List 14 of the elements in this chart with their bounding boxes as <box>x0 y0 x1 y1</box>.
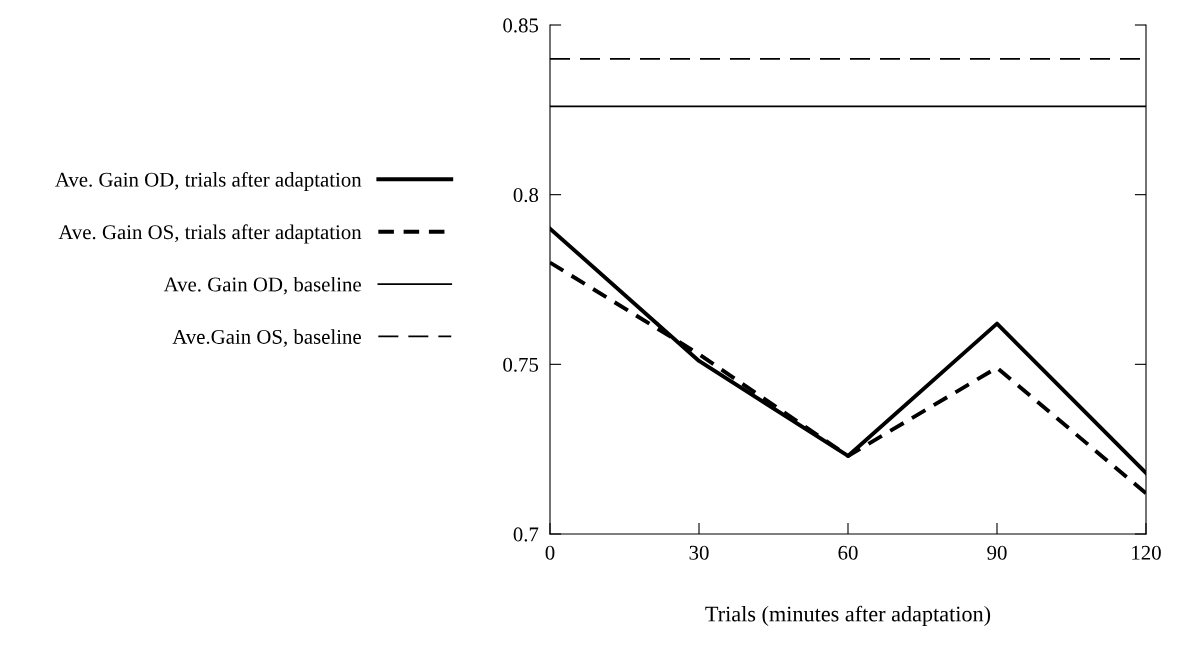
legend-label: Ave. Gain OS, trials after adaptation <box>58 224 362 244</box>
legend-label: Ave.Gain OS, baseline <box>172 329 361 347</box>
x-tick-label: 60 <box>838 545 858 560</box>
x-tick-label: 30 <box>689 545 709 560</box>
legend-label: Ave. Gain OD, trials after adaptation <box>55 171 362 191</box>
x-axis-title: Trials (minutes after adaptation) <box>705 605 991 627</box>
legend-label: Ave. Gain OD, baseline <box>163 276 361 295</box>
x-tick-label: 120 <box>1132 545 1161 560</box>
x-tick-label: 90 <box>987 545 1007 560</box>
y-tick-label: 0.75 <box>503 357 539 372</box>
y-tick-label: 0.7 <box>513 527 539 542</box>
x-tick-label: 0 <box>545 545 555 560</box>
y-tick-label: 0.8 <box>513 188 539 203</box>
y-tick-label: 0.85 <box>503 18 539 33</box>
